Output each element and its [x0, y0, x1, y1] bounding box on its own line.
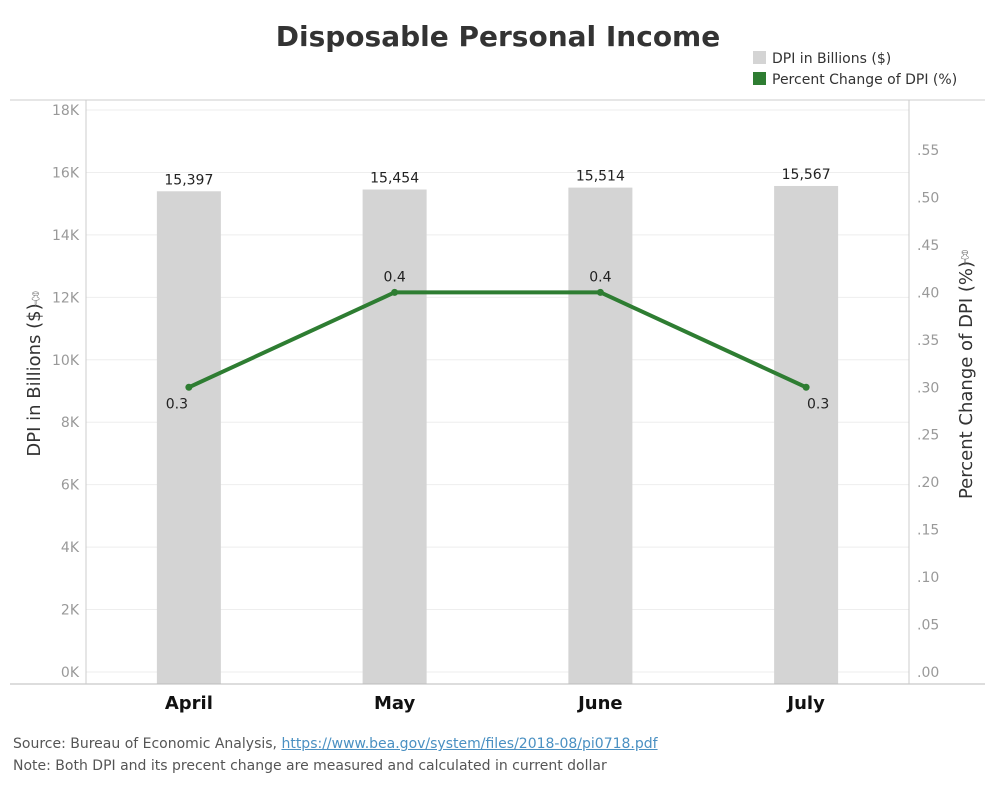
line-point: [185, 383, 193, 391]
source-prefix: Source: Bureau of Economic Analysis,: [13, 736, 282, 752]
y-tick-label: 0K: [61, 665, 80, 681]
y-axis-title-left: DPI in Billions ($): [24, 303, 45, 456]
y2-tick-label: .10: [917, 570, 939, 586]
ticks: 0K 2K 4K 6K 8K 10K 12K 14K 16K 18K .00 .05 .10 .15 .20…: [52, 103, 939, 714]
footnote: Note: Both DPI and its precent change ar…: [13, 758, 607, 774]
chart-title: Disposable Personal Income: [276, 20, 720, 53]
line-path: [188, 290, 807, 390]
y2-tick-label: .20: [917, 475, 939, 491]
line-point: [802, 383, 810, 391]
bars: 15,397 15,454 15,514 15,567: [156, 167, 839, 685]
x-tick-label: June: [576, 693, 623, 714]
gridlines: [86, 109, 909, 673]
x-tick-label: May: [374, 693, 416, 714]
y-axis-title-right: Percent Change of DPI (%): [956, 261, 977, 499]
y2-tick-label: .30: [917, 380, 939, 396]
y2-tick-label: .00: [917, 665, 939, 681]
y2-tick-label: .35: [917, 333, 939, 349]
line-point: [391, 288, 399, 296]
y-tick-label: 12K: [52, 290, 80, 306]
bar: [156, 191, 221, 685]
y-tick-label: 18K: [52, 103, 80, 119]
bar-label: 15,397: [164, 172, 213, 188]
x-tick-label: July: [785, 693, 825, 714]
chart: Disposable Personal Income DPI in Billio…: [10, 20, 985, 714]
legend-label-pct: Percent Change of DPI (%): [772, 72, 957, 88]
legend-swatch-pct: [753, 72, 766, 85]
legend: DPI in Billions ($) Percent Change of DP…: [753, 51, 957, 88]
line-series: 0.3 0.4 0.4 0.3: [166, 269, 830, 412]
bar: [362, 189, 427, 685]
point-label: 0.4: [589, 269, 611, 285]
y-tick-label: 16K: [52, 165, 80, 181]
point-label: 0.4: [383, 269, 405, 285]
y-tick-label: 6K: [61, 478, 80, 494]
point-label: 0.3: [807, 396, 829, 412]
source-note: Source: Bureau of Economic Analysis, htt…: [13, 736, 658, 752]
y-tick-label: 14K: [52, 228, 80, 244]
bar: [774, 185, 839, 684]
x-tick-label: April: [165, 693, 213, 714]
axes: [10, 99, 985, 685]
y-tick-label: 4K: [61, 540, 80, 556]
bar-label: 15,514: [576, 169, 625, 185]
point-label: 0.3: [166, 396, 188, 412]
y2-tick-label: .55: [917, 143, 939, 159]
y2-tick-label: .45: [917, 238, 939, 254]
y2-tick-label: .40: [917, 285, 939, 301]
source-link[interactable]: https://www.bea.gov/system/files/2018-08…: [281, 736, 658, 752]
bar-label: 15,454: [370, 170, 419, 186]
y-tick-label: 2K: [61, 603, 80, 619]
y-tick-label: 8K: [61, 415, 80, 431]
line-point: [596, 288, 604, 296]
y2-tick-label: .05: [917, 618, 939, 634]
legend-label-dpi: DPI in Billions ($): [772, 51, 891, 67]
y-tick-label: 10K: [52, 353, 80, 369]
bar: [568, 187, 633, 684]
bar-label: 15,567: [782, 167, 831, 183]
y2-tick-label: .50: [917, 190, 939, 206]
y2-tick-label: .15: [917, 523, 939, 539]
legend-swatch-dpi: [753, 51, 766, 64]
y2-tick-label: .25: [917, 428, 939, 444]
